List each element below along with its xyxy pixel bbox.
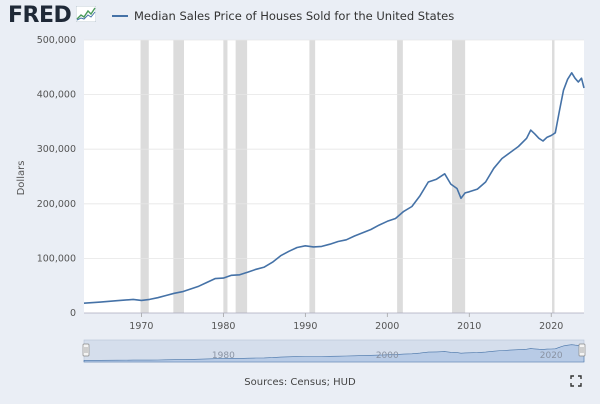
fullscreen-expand-icon[interactable] xyxy=(570,375,582,387)
chart-header: FRED Median Sales Price of Houses Sold f… xyxy=(0,0,600,34)
x-tick-label: 1990 xyxy=(293,321,317,332)
recession-band-6 xyxy=(452,40,466,313)
y-tick-label: 200,000 xyxy=(37,199,76,210)
recession-band-7 xyxy=(552,40,555,313)
recession-band-4 xyxy=(309,40,316,313)
recession-band-0 xyxy=(140,40,149,313)
navigator-year-label: 2020 xyxy=(540,351,563,361)
x-axis-ticks: 1970 1980 1990 2000 2010 2020 xyxy=(129,313,563,332)
recession-band-3 xyxy=(235,40,248,313)
navigator-handle-right[interactable] xyxy=(578,343,586,357)
recession-band-1 xyxy=(173,40,184,313)
y-axis-ticks: 0 100,000 200,000 300,000 400,000 500,000 xyxy=(37,35,76,319)
navigator-year-labels: 1980 2000 2020 xyxy=(212,351,563,361)
chart-legend[interactable]: Median Sales Price of Houses Sold for th… xyxy=(112,9,454,23)
sources-note[interactable]: Sources: Census; HUD xyxy=(244,377,356,388)
navigator-handle-left[interactable] xyxy=(82,343,90,357)
legend-swatch xyxy=(112,15,128,17)
y-tick-label: 0 xyxy=(70,308,76,319)
y-tick-label: 300,000 xyxy=(37,144,76,155)
y-axis-label: Dollars xyxy=(16,161,27,196)
x-tick-label: 2020 xyxy=(539,321,563,332)
recession-band-5 xyxy=(397,40,403,313)
navigator-year-label: 2000 xyxy=(376,351,399,361)
recession-bands xyxy=(140,40,555,313)
x-tick-label: 1980 xyxy=(211,321,235,332)
y-tick-label: 500,000 xyxy=(37,35,76,46)
fred-logo[interactable]: FRED xyxy=(8,3,72,28)
series-line-median-price[interactable] xyxy=(83,72,585,304)
navigator-year-label: 1980 xyxy=(212,351,235,361)
y-tick-label: 100,000 xyxy=(37,253,76,264)
y-tick-label: 400,000 xyxy=(37,90,76,101)
fred-sparkline-icon xyxy=(76,6,96,22)
x-tick-label: 1970 xyxy=(129,321,153,332)
x-tick-label: 2010 xyxy=(457,321,481,332)
plot-background xyxy=(84,40,584,313)
navigator-area xyxy=(83,344,585,363)
x-tick-label: 2000 xyxy=(375,321,399,332)
recession-band-2 xyxy=(223,40,228,313)
legend-series-label: Median Sales Price of Houses Sold for th… xyxy=(134,9,455,23)
grid-lines xyxy=(84,39,584,259)
